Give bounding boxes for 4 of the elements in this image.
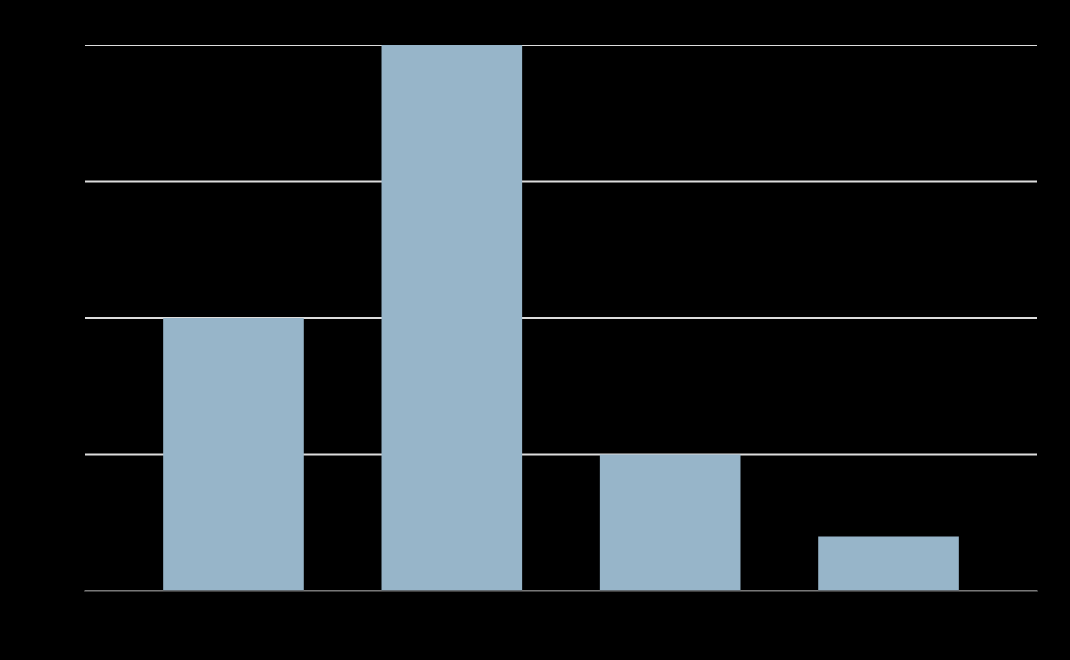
bar <box>381 45 523 591</box>
bar <box>599 454 741 591</box>
bar <box>163 318 304 591</box>
bar <box>818 536 959 591</box>
